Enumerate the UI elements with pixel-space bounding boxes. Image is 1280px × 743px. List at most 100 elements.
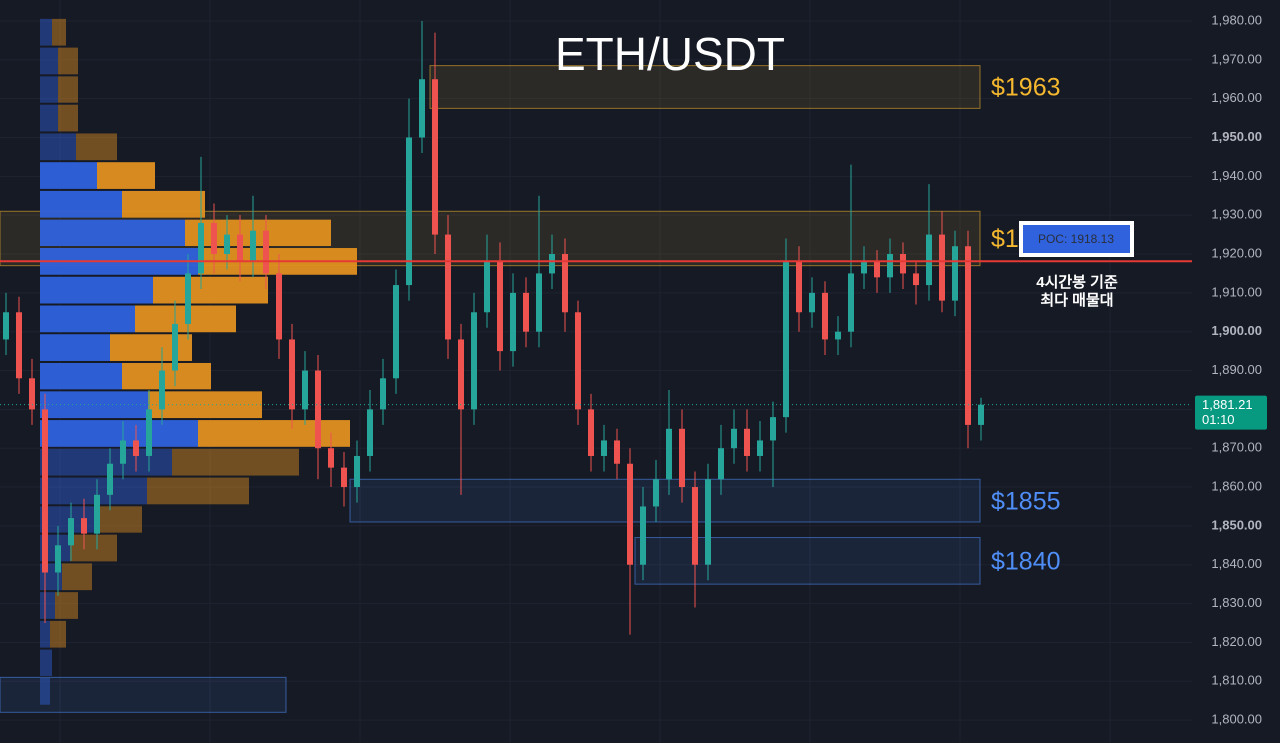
candle-body [887,254,893,278]
candle-body [133,440,139,456]
candle-body [874,261,880,278]
candle-body [601,440,607,456]
candle-body [237,234,243,262]
candle-body [640,506,646,565]
profile-sell [55,592,78,619]
candle-body [406,137,412,286]
candle-body [484,261,490,313]
candle-body [770,417,776,441]
candle-body [16,312,22,379]
profile-sell [62,563,92,591]
candle-body [393,285,399,379]
candle-body [224,234,230,255]
y-tick-label: 1,980.00 [1211,12,1262,27]
profile-sell [58,47,78,75]
poc-label: POC: 1918.13 [1038,232,1114,246]
poc-box [1023,225,1130,253]
candle-body [575,312,581,410]
y-tick-label: 1,910.00 [1211,284,1262,299]
profile-buy [40,620,50,648]
y-tick-label: 1,830.00 [1211,595,1262,610]
candle-body [120,440,126,464]
overlay: 1,800.00 1,810.00 1,820.00 1,830.00 1,840.00… [0,12,1267,727]
candle-body [952,246,958,301]
profile-buy [40,420,198,447]
profile-buy [40,219,185,247]
y-tick-label: 1,820.00 [1211,634,1262,649]
y-tick-label: 1,930.00 [1211,207,1262,222]
zone-label: $1855 [991,487,1061,515]
profile-sell [122,190,205,218]
profile-sell [185,219,331,247]
candle-body [380,378,386,410]
candle-body [692,487,698,565]
candle-body [913,273,919,286]
grid [0,0,1192,743]
candle-body [835,331,841,340]
profile-buy [40,334,110,361]
zone-label: $1840 [991,547,1061,575]
profile-buy [40,104,58,132]
y-tick-label: 1,960.00 [1211,90,1262,105]
profile-sell [110,334,192,361]
profile-sell [76,133,117,161]
candle-body [81,518,87,534]
candle-body [562,254,568,313]
y-tick-label: 1,970.00 [1211,51,1262,66]
candle-body [861,261,867,274]
candle-body [653,479,659,507]
candle-body [341,467,347,488]
candle-body [315,370,321,449]
y-tick-label: 1,860.00 [1211,478,1262,493]
y-tick-label: 1,900.00 [1211,323,1262,338]
profile-buy [40,305,135,333]
y-tick-label: 1,800.00 [1211,712,1262,727]
candle-body [172,323,178,371]
profile-buy [40,649,52,676]
profile-sell [52,18,66,46]
profile-buy [40,18,52,46]
profile-buy [40,190,122,218]
profile-buy [40,391,148,419]
candle-body [146,409,152,456]
profile-buy [40,477,147,505]
candle-body [822,292,828,340]
candle-body [432,79,438,235]
profile-buy [40,592,55,619]
candle-body [445,234,451,340]
candle-body [965,246,971,425]
candle-body [185,273,191,324]
candle-body [796,261,802,313]
current-price-label: 1,881.21 [1202,397,1253,412]
candle-body [549,254,555,274]
candle-body [458,339,464,410]
y-tick-label: 1,890.00 [1211,362,1262,377]
candle-body [471,312,477,410]
profile-sell [95,506,142,533]
candle-body [497,261,503,352]
profile-sell [122,362,211,390]
candle-body [900,254,906,274]
profile-buy [40,677,50,705]
zone [0,676,287,713]
candle-body [211,222,217,255]
candle-body [848,273,854,332]
candle-body [263,230,269,274]
profile-sell [153,276,268,304]
candle-body [588,409,594,456]
candle-body [679,428,685,488]
candle-body [926,234,932,286]
zone [349,478,981,523]
candle-body [68,518,74,546]
candle-body [42,409,48,573]
candle-body [978,404,984,425]
candle-body [614,440,620,464]
candle-body [744,428,750,456]
profile-sell [58,104,78,132]
candle-body [289,339,295,410]
candle-body [29,378,35,410]
profile-sell [58,76,78,103]
profile-buy [40,276,153,304]
